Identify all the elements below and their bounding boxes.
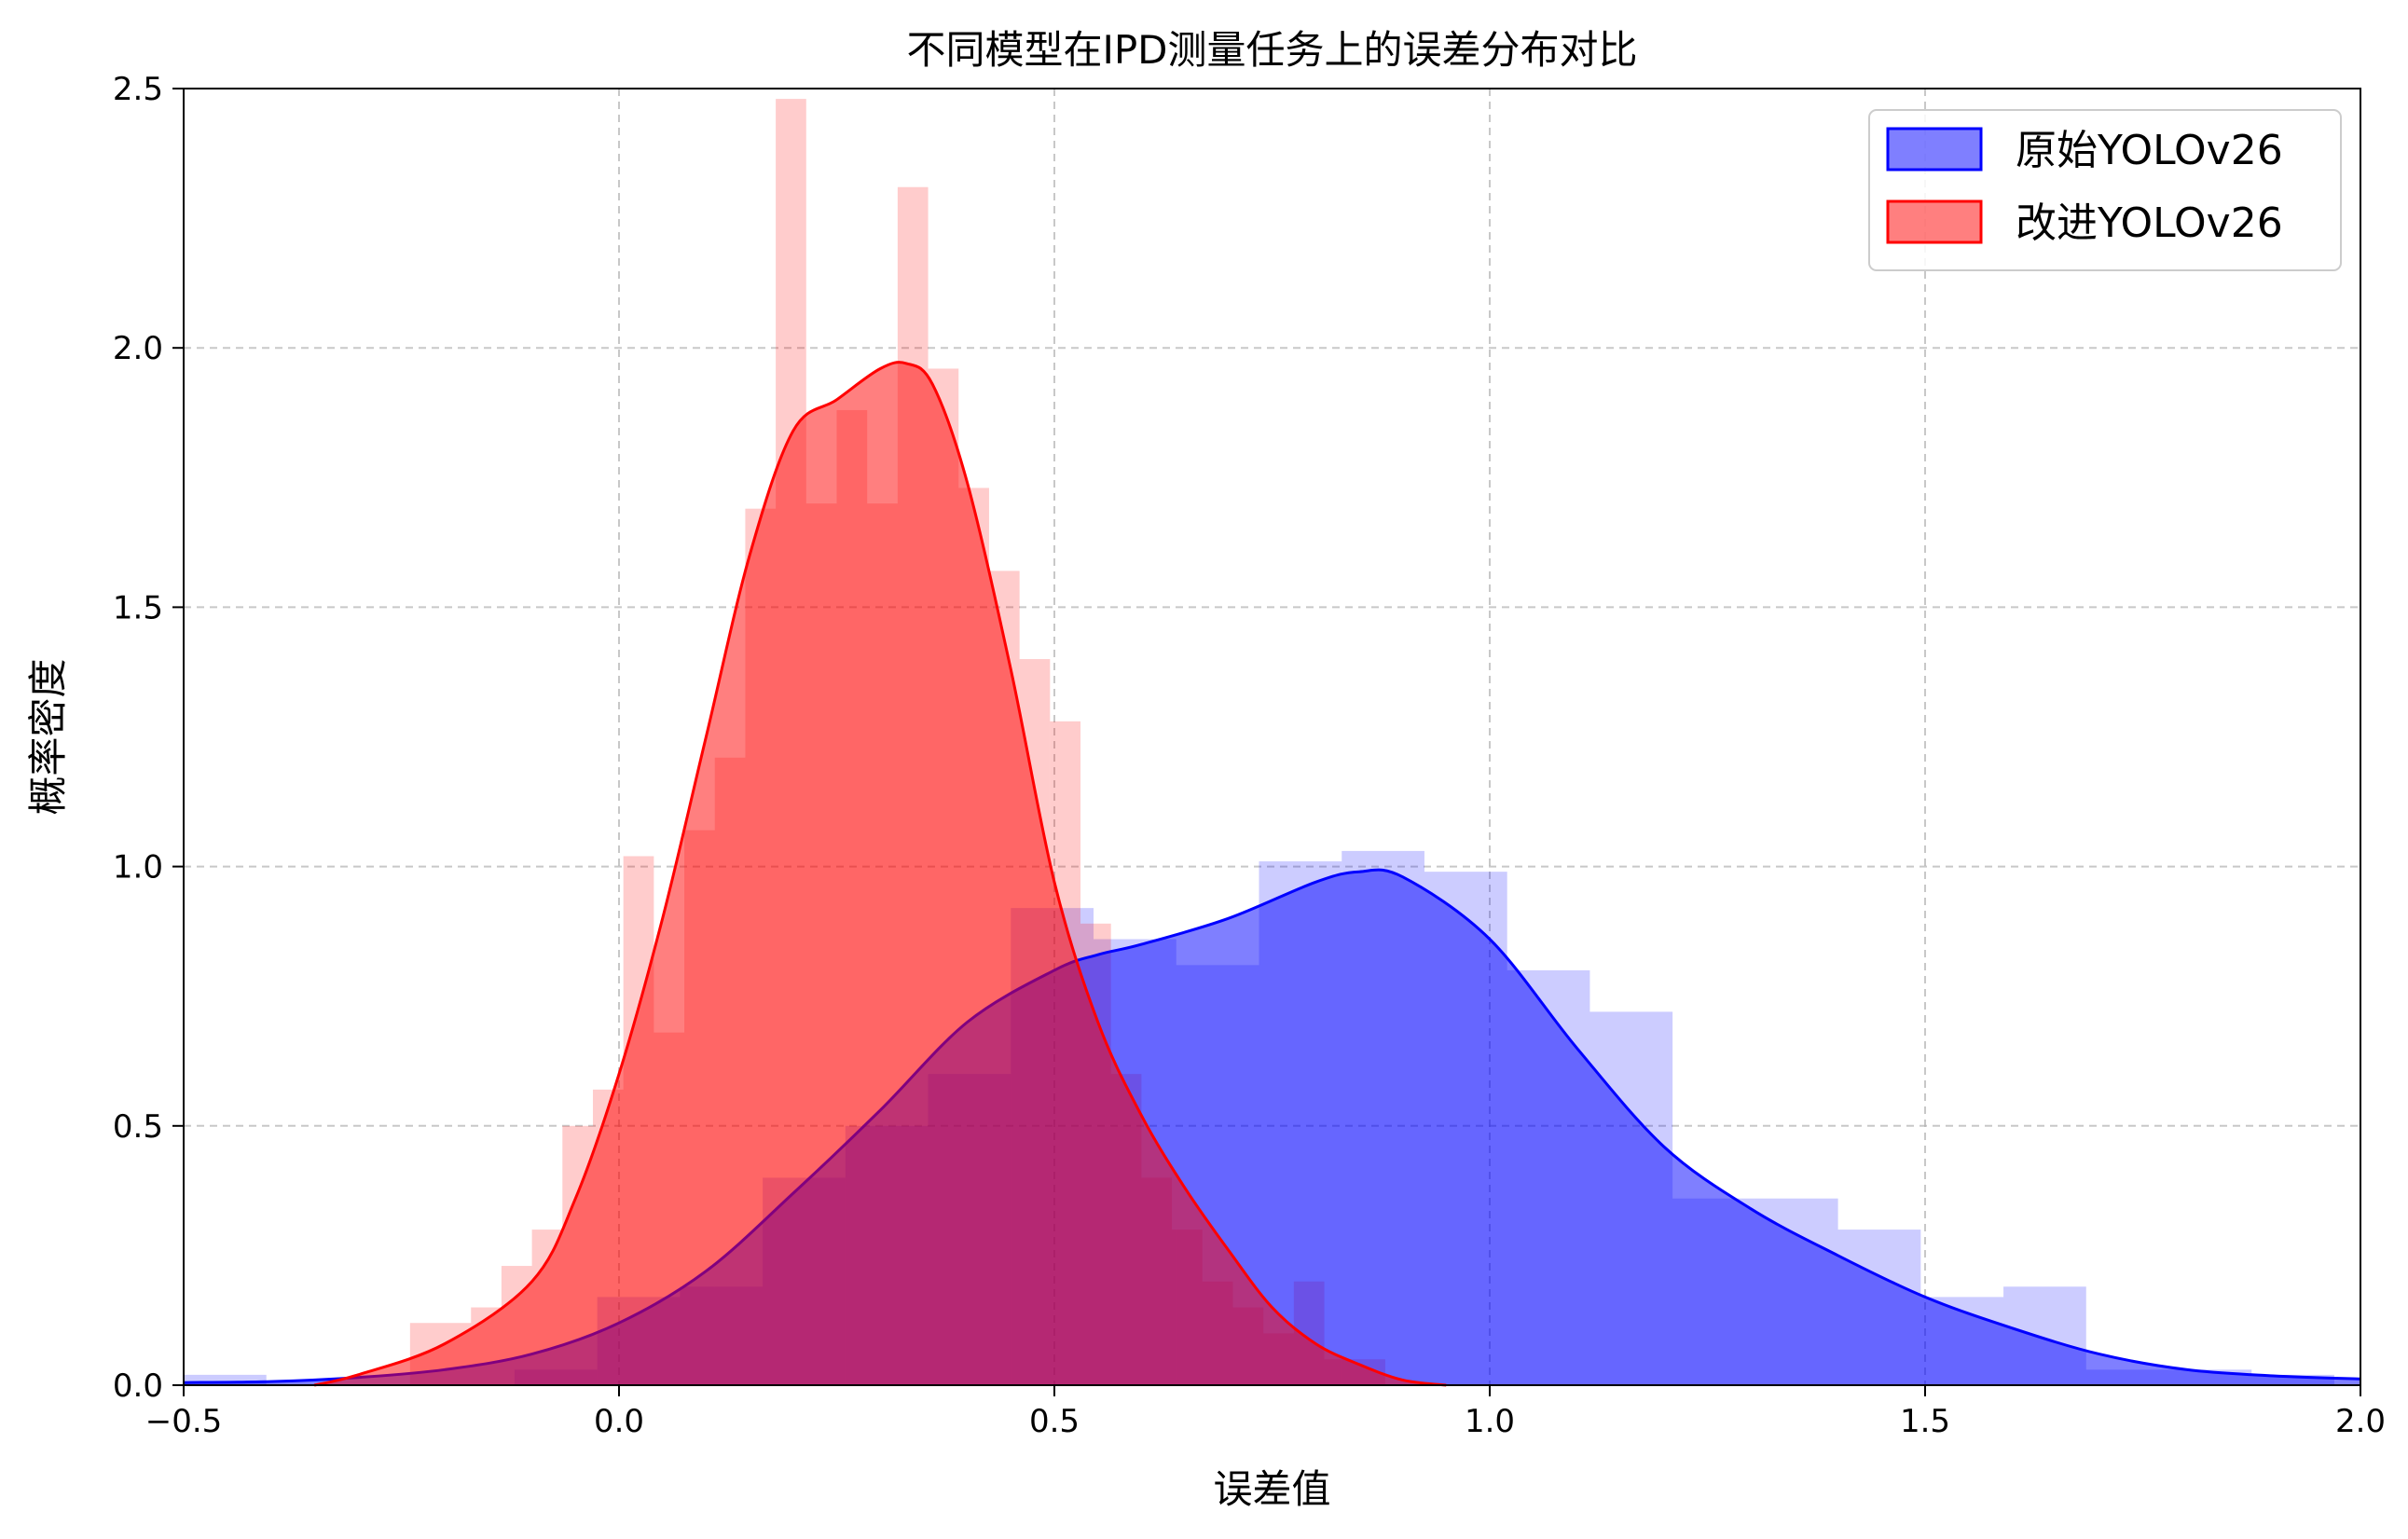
legend-swatch-original — [1886, 127, 1983, 172]
legend-label-improved: 改进YOLOv26 — [2016, 199, 2283, 247]
y-tick-label-4: 2.0 — [113, 330, 163, 367]
axis-ticks: −0.5 0.0 0.5 1.0 1.5 2.00.00.51.01.52.02.5 — [113, 71, 2386, 1440]
legend-label-original: 原始YOLOv26 — [2016, 127, 2283, 174]
legend-box — [1868, 109, 2342, 271]
plot-frame — [183, 88, 2361, 1386]
hist-bar-original-0 — [184, 1374, 267, 1385]
x-axis-title: 误差值 — [1213, 1466, 1330, 1512]
chart-title: 不同模型在IPD测量任务上的误差分布对比 — [906, 27, 1637, 73]
y-axis-title: 概率密度 — [25, 658, 71, 815]
kde-curves — [183, 361, 2361, 1387]
y-tick-label-5: 2.5 — [113, 71, 163, 108]
y-tick-label-2: 1.0 — [113, 849, 163, 886]
x-tick-label-3: 1.0 — [1465, 1403, 1515, 1440]
legend-swatch-improved — [1886, 199, 1983, 244]
kde-line-improved — [313, 361, 1447, 1387]
x-tick-label-0: −0.5 — [145, 1403, 223, 1440]
x-tick-label-4: 1.5 — [1900, 1403, 1950, 1440]
x-tick-label-5: 2.0 — [2335, 1403, 2386, 1440]
x-tick-label-2: 0.5 — [1029, 1403, 1080, 1440]
x-tick-label-1: 0.0 — [594, 1403, 644, 1440]
kde-area-improved — [314, 362, 1447, 1386]
y-tick-label-0: 0.0 — [113, 1367, 163, 1405]
legend: 原始YOLOv26 改进YOLOv26 — [1868, 109, 2342, 271]
y-tick-label-3: 1.5 — [113, 589, 163, 626]
y-tick-label-1: 0.5 — [113, 1108, 163, 1146]
